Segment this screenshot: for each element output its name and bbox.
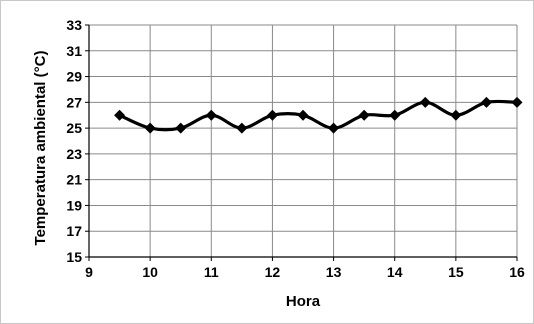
data-point-marker — [389, 109, 401, 121]
axes — [85, 24, 518, 261]
data-point-marker — [480, 96, 492, 108]
x-tick-label: 15 — [448, 264, 464, 280]
grid-lines — [88, 24, 518, 258]
y-axis-title: Temperatura ambiental (°C) — [32, 51, 49, 246]
y-tick-label: 23 — [66, 146, 82, 162]
data-point-marker — [419, 96, 431, 108]
x-tick-label: 14 — [387, 264, 403, 280]
data-point-marker — [450, 109, 462, 121]
x-axis-title: Hora — [286, 293, 321, 310]
data-point-marker — [144, 122, 156, 134]
x-tick-label: 11 — [204, 264, 219, 280]
data-point-marker — [205, 109, 217, 121]
x-tick-label: 13 — [326, 264, 342, 280]
y-tick-label: 29 — [66, 69, 82, 85]
x-tick-label: 9 — [85, 264, 93, 280]
y-tick-label: 15 — [66, 249, 82, 265]
y-tick-label: 33 — [66, 17, 82, 33]
data-point-marker — [511, 96, 523, 108]
y-tick-label: 25 — [66, 120, 82, 136]
data-point-marker — [175, 122, 187, 134]
y-tick-label: 17 — [66, 223, 82, 239]
x-tick-labels: 9 10 11 12 13 14 15 16 — [85, 264, 525, 280]
data-point-marker — [328, 122, 340, 134]
data-point-marker — [236, 122, 248, 134]
y-tick-label: 27 — [66, 94, 82, 110]
y-tick-label: 31 — [66, 43, 82, 59]
x-tick-label: 16 — [509, 264, 525, 280]
data-point-marker — [297, 109, 309, 121]
data-point-marker — [114, 109, 126, 121]
y-tick-label: 19 — [66, 197, 82, 213]
data-point-marker — [266, 109, 278, 121]
y-tick-labels: 15 17 19 21 23 25 27 29 31 33 — [66, 17, 82, 265]
series-layer — [114, 96, 523, 134]
x-tick-label: 10 — [142, 264, 158, 280]
y-tick-label: 21 — [66, 172, 82, 188]
data-point-marker — [358, 109, 370, 121]
x-tick-label: 12 — [265, 264, 281, 280]
